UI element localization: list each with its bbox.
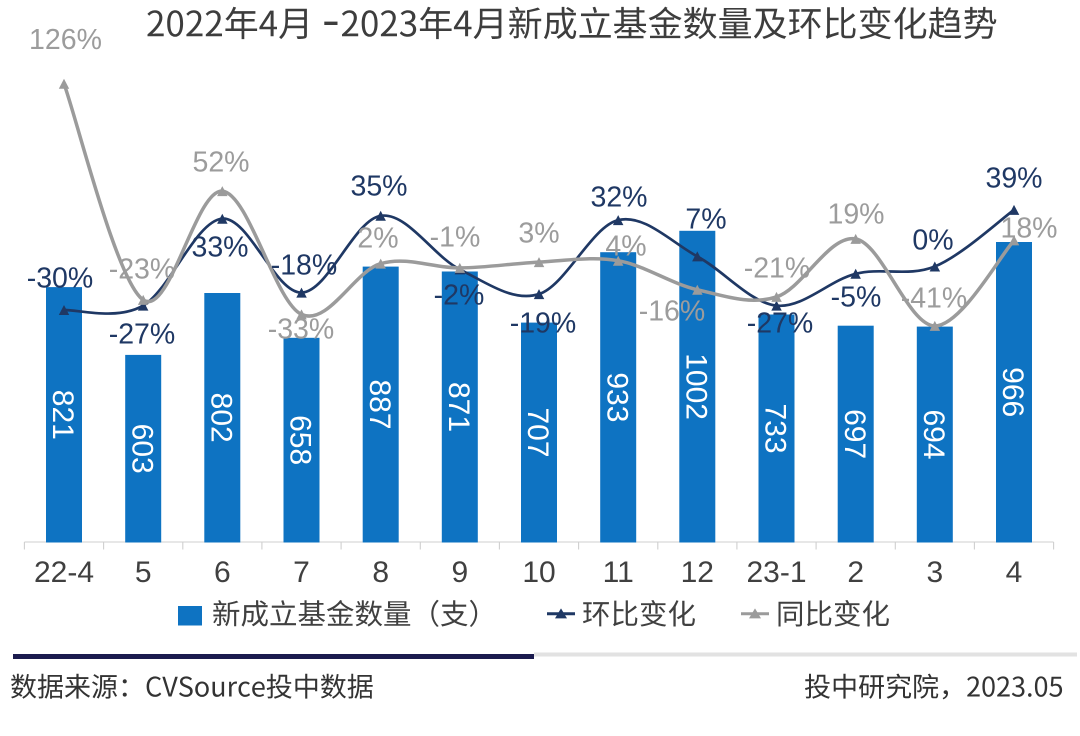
svg-text:2: 2 [847, 556, 864, 589]
svg-text:22-4: 22-4 [34, 556, 94, 589]
svg-text:733: 733 [759, 403, 792, 453]
svg-text:707: 707 [521, 407, 554, 457]
svg-text:0%: 0% [912, 224, 953, 256]
svg-text:4%: 4% [605, 230, 646, 262]
svg-text:23-1: 23-1 [746, 556, 806, 589]
svg-text:6: 6 [214, 556, 231, 589]
svg-text:802: 802 [205, 393, 238, 443]
svg-text:39%: 39% [985, 162, 1042, 194]
svg-text:-2%: -2% [434, 279, 485, 311]
svg-text:9: 9 [451, 556, 468, 589]
svg-text:7: 7 [293, 556, 310, 589]
svg-text:18%: 18% [1000, 212, 1057, 244]
svg-text:-23%: -23% [109, 253, 176, 285]
svg-text:8: 8 [372, 556, 389, 589]
svg-text:19%: 19% [827, 198, 884, 230]
svg-text:-27%: -27% [109, 318, 176, 350]
svg-text:-5%: -5% [831, 281, 882, 313]
svg-text:-30%: -30% [27, 262, 94, 294]
svg-text:-1%: -1% [430, 221, 481, 253]
svg-text:-19%: -19% [510, 307, 577, 339]
svg-text:-16%: -16% [639, 295, 706, 327]
svg-text:697: 697 [838, 409, 871, 459]
svg-text:5: 5 [135, 556, 152, 589]
svg-text:821: 821 [46, 390, 79, 440]
svg-text:32%: 32% [590, 181, 647, 213]
svg-text:4: 4 [1006, 556, 1023, 589]
svg-text:3: 3 [926, 556, 943, 589]
svg-text:10: 10 [522, 556, 555, 589]
svg-text:7%: 7% [685, 203, 726, 235]
svg-text:35%: 35% [350, 170, 407, 202]
svg-text:-21%: -21% [744, 252, 811, 284]
svg-text:11: 11 [603, 556, 634, 589]
svg-text:3%: 3% [518, 217, 559, 249]
svg-text:126%: 126% [29, 24, 102, 56]
svg-text:-27%: -27% [747, 307, 814, 339]
svg-text:33%: 33% [191, 231, 248, 263]
svg-text:658: 658 [284, 415, 317, 465]
svg-text:52%: 52% [192, 146, 249, 178]
svg-text:694: 694 [917, 409, 950, 459]
svg-text:-41%: -41% [901, 282, 968, 314]
svg-text:1002: 1002 [680, 353, 713, 420]
svg-text:12: 12 [681, 556, 714, 589]
svg-text:-33%: -33% [268, 313, 335, 345]
svg-text:933: 933 [600, 372, 633, 422]
svg-text:887: 887 [363, 379, 396, 429]
svg-text:871: 871 [442, 382, 475, 432]
svg-text:966: 966 [996, 367, 1029, 417]
svg-text:-18%: -18% [271, 249, 338, 281]
svg-text:2%: 2% [357, 222, 398, 254]
svg-text:603: 603 [125, 424, 158, 474]
